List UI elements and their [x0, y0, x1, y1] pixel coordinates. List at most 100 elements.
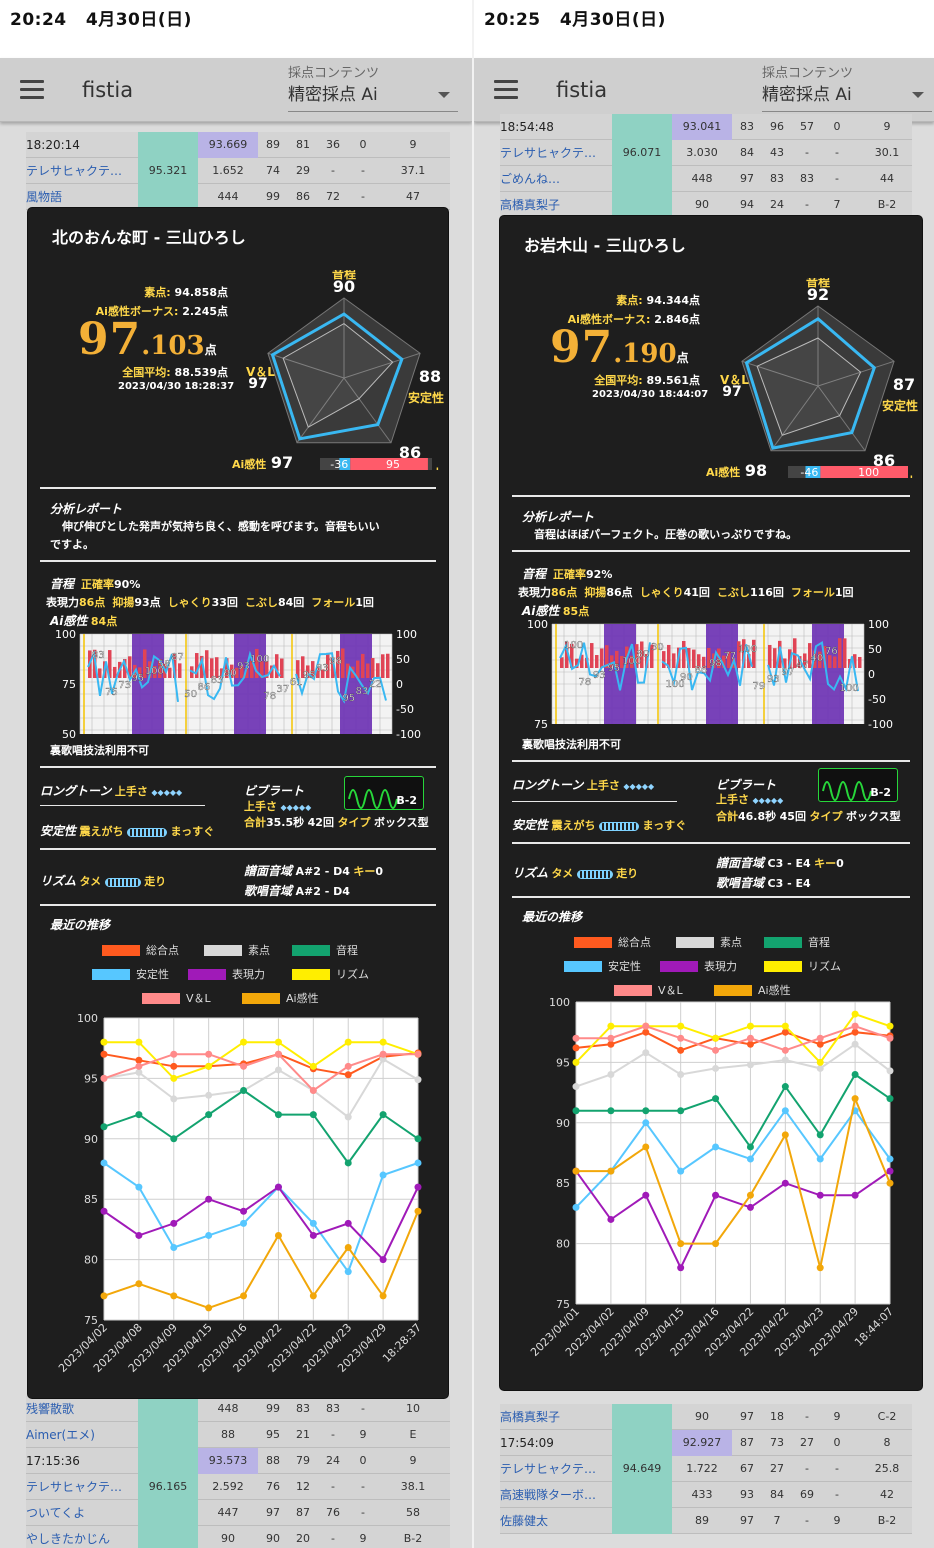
table-cell: 7 [773, 1514, 781, 1527]
data-point [170, 1244, 178, 1252]
table-cell-name[interactable]: ごめんね… [500, 172, 561, 186]
table-cell-name[interactable]: ついてくよ [26, 1506, 86, 1520]
table-row[interactable]: 佐藤健太 89 97 7 - 9 B-2 [500, 1508, 912, 1534]
y-tick-label: 80 [84, 1254, 98, 1267]
pitch-bar [98, 668, 102, 678]
divider [512, 760, 910, 762]
table-cell-name[interactable]: 風物語 [26, 190, 63, 204]
table-row[interactable]: テレサヒャクテ… 94.649 1.722 67 27 - - 25.8 [500, 1456, 912, 1482]
table-cell: 81 [296, 138, 310, 151]
radar-label-pitch: 音程 [806, 278, 830, 289]
table-cell-name[interactable]: 高橋真梨子 [500, 198, 561, 212]
table-row[interactable]: Aimer(エメ) 88 95 21 - 9 E [26, 1422, 450, 1448]
pitch-label: 76 [825, 646, 838, 657]
table-cell-name[interactable]: 18:54:48 [500, 120, 554, 134]
vibrato-type-label: タイプ [337, 816, 371, 829]
table-cell-name[interactable]: 高速戦隊ターボ… [500, 1488, 597, 1502]
legend-item[interactable]: 安定性 [92, 966, 169, 982]
table-cell-name[interactable]: Aimer(エメ) [26, 1428, 95, 1442]
legend-item[interactable]: V＆L [614, 982, 683, 998]
data-point [379, 1055, 387, 1063]
table-row[interactable]: ついてくよ 447 97 87 76 - 58 [26, 1500, 450, 1526]
legend-item[interactable]: 音程 [292, 942, 358, 958]
pitch-bar [747, 654, 751, 668]
hamburger-menu-icon[interactable] [20, 80, 44, 100]
legend-item[interactable]: 素点 [204, 942, 270, 958]
table-cell-name[interactable]: 残響散歌 [26, 1402, 75, 1416]
table-cell-name[interactable]: 高橋真梨子 [500, 1410, 561, 1424]
table-cell-name[interactable]: テレサヒャクテ… [500, 1462, 597, 1476]
legend-item[interactable]: Ai感性 [242, 990, 319, 1006]
legend-item[interactable]: Ai感性 [714, 982, 791, 998]
sing-range-row: 歌唱音域 A#2 - D4 [244, 882, 350, 899]
table-row[interactable]: テレサヒャクテ… 96.165 2.592 76 12 - - 38.1 [26, 1474, 450, 1500]
legend-item[interactable]: 素点 [676, 934, 742, 950]
content-selector[interactable]: 精密採点 Ai [762, 80, 932, 112]
table-row[interactable]: テレサヒャクテ… 95.321 1.652 74 29 - - 37.1 [26, 158, 450, 184]
table-row[interactable]: やしきたかじん 90 90 20 - 9 B-2 [26, 1526, 450, 1548]
legend-item[interactable]: V＆L [142, 990, 211, 1006]
table-cell: 90 [221, 1532, 235, 1545]
pitch-label: 100 [738, 644, 757, 655]
table-cell: 87 [296, 1506, 310, 1519]
rhythm-gauge [104, 877, 141, 887]
table-row[interactable]: 高橋真梨子 90 94 24 - 7 B-2 [500, 192, 912, 218]
table-row[interactable]: 残響散歌 448 99 83 83 - 10 [26, 1396, 450, 1422]
table-row[interactable]: 18:54:48 93.041 83 96 57 0 9 [500, 114, 912, 140]
table-cell-name[interactable]: テレサヒャクテ… [26, 1480, 123, 1494]
table-cell-name[interactable]: テレサヒャクテ… [26, 164, 123, 178]
legend-item[interactable]: 音程 [764, 934, 830, 950]
pitch-label: 58 [158, 659, 171, 670]
pitch-label: 83 [316, 663, 329, 674]
hamburger-menu-icon[interactable] [494, 80, 518, 100]
pitch-right-tick: 50 [396, 653, 410, 666]
legend-item[interactable]: 総合点 [574, 934, 651, 950]
data-point [344, 1159, 352, 1167]
legend-item[interactable]: リズム [292, 966, 369, 982]
rhythm-label: リズム [40, 874, 77, 888]
legend-item[interactable]: 表現力 [660, 958, 737, 974]
data-point [379, 1038, 387, 1046]
table-cell: 67 [740, 1462, 754, 1475]
content-selector[interactable]: 精密採点 Ai [288, 80, 458, 112]
table-row[interactable]: 風物語 444 99 86 72 - 47 [26, 184, 450, 210]
pitch-bar [793, 638, 797, 668]
data-point [781, 1083, 789, 1091]
table-cell-name[interactable]: やしきたかじん [26, 1532, 111, 1546]
table-cell-name[interactable]: 17:15:36 [26, 1454, 80, 1468]
table-cell: 2.592 [212, 1480, 244, 1493]
pitch-bar [158, 659, 162, 678]
table-row[interactable]: 18:20:14 93.669 89 81 36 0 9 [26, 132, 450, 158]
table-row[interactable]: 17:15:36 93.573 88 79 24 0 9 [26, 1448, 450, 1474]
data-point [344, 1038, 352, 1046]
legend-item[interactable]: 安定性 [564, 958, 641, 974]
pitch-bar [560, 657, 564, 668]
table-cell: 84 [770, 1488, 784, 1501]
table-row[interactable]: 高橋真梨子 90 97 18 - 9 C-2 [500, 1404, 912, 1430]
ai-bar-positive-value: 95 [386, 458, 400, 471]
table-row[interactable]: ごめんね… 448 97 83 83 - 44 [500, 166, 912, 192]
table-cell: 74 [266, 164, 280, 177]
data-point [781, 1131, 789, 1139]
table-cell: B-2 [877, 198, 897, 211]
legend-item[interactable]: 表現力 [188, 966, 265, 982]
score-datetime: 2023/04/30 18:28:37 [118, 381, 235, 392]
table-cell-name[interactable]: 17:54:09 [500, 1436, 554, 1450]
radar-value-expression: 86 [399, 443, 421, 462]
table-row[interactable]: テレサヒャクテ… 96.071 3.030 84 43 - - 30.1 [500, 140, 912, 166]
table-row[interactable]: 17:54:09 92.927 87 73 27 0 8 [500, 1430, 912, 1456]
vibrato-type: ボックス型 [373, 816, 429, 829]
pitch-bar [615, 650, 619, 668]
table-cell-name[interactable]: 佐藤健太 [500, 1514, 549, 1528]
legend-item[interactable]: 総合点 [102, 942, 179, 958]
legend-label: 素点 [248, 944, 270, 957]
table-cell-name[interactable]: 18:20:14 [26, 138, 80, 152]
series-line [103, 1210, 419, 1309]
table-cell: 90 [266, 1532, 280, 1545]
table-cell: 84 [740, 146, 754, 159]
pitch-label: 61 [290, 677, 303, 688]
legend-item[interactable]: リズム [764, 958, 841, 974]
table-row[interactable]: 高速戦隊ターボ… 433 93 84 69 - 42 [500, 1482, 912, 1508]
table-cell-name[interactable]: テレサヒャクテ… [500, 146, 597, 160]
pitch-label: 95 [342, 693, 355, 704]
